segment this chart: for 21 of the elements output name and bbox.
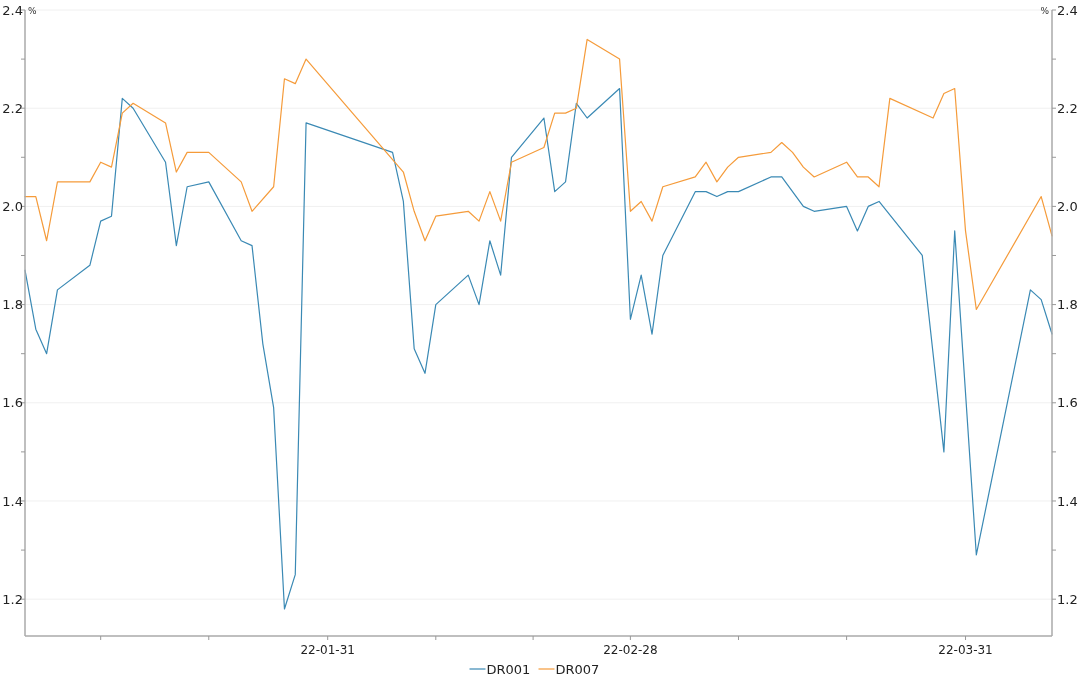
y2-tick-label: 2.4 [1057, 2, 1078, 18]
y2-tick-label: 1.2 [1057, 591, 1078, 607]
y2-tick-label: 1.6 [1057, 395, 1078, 411]
y2-axis-title: % [1040, 6, 1050, 16]
y2-tick-label: 1.8 [1057, 297, 1078, 313]
legend-label: DR007 [555, 661, 600, 677]
y-tick-label: 1.8 [2, 297, 23, 313]
x-tick-label: 22-03-31 [938, 643, 993, 657]
x-tick-label: 22-02-28 [603, 643, 658, 657]
x-tick-label: 22-01-31 [300, 643, 355, 657]
y2-tick-label: 1.4 [1057, 493, 1078, 509]
y-tick-label: 1.4 [2, 493, 23, 509]
y-tick-label: 1.2 [2, 591, 23, 607]
y-tick-label: 2.4 [2, 2, 23, 18]
y2-tick-label: 2.0 [1057, 198, 1078, 214]
y-tick-label: 1.6 [2, 395, 23, 411]
y2-tick-label: 2.2 [1057, 100, 1078, 116]
y-tick-label: 2.2 [2, 100, 23, 116]
legend-label: DR001 [486, 661, 531, 677]
y-axis-title: % [28, 6, 37, 16]
y-tick-label: 2.0 [2, 198, 23, 214]
